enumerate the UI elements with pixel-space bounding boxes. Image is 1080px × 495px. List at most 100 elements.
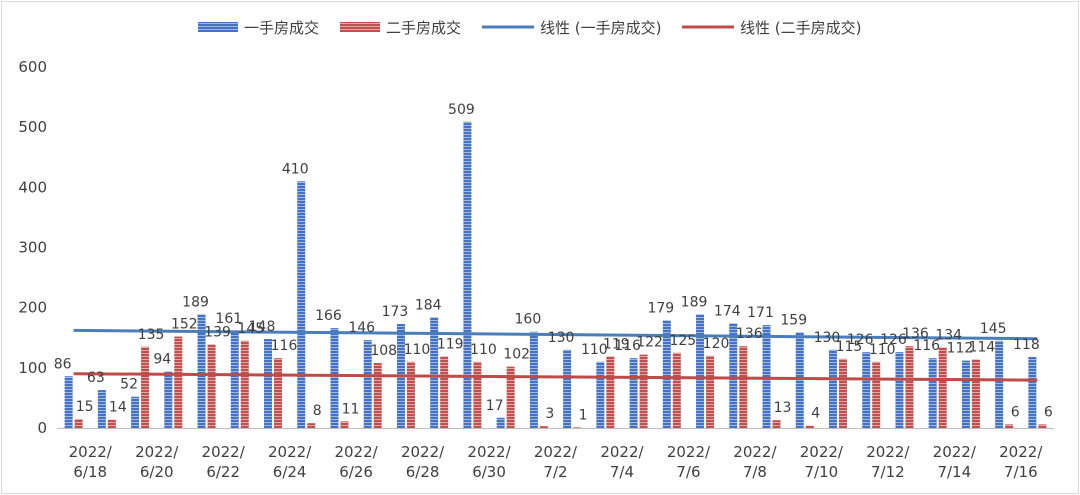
data-label: 112 <box>947 341 974 357</box>
trendlines <box>73 328 1038 382</box>
x-tick-label: 2022/ <box>600 443 644 461</box>
data-label: 116 <box>614 338 641 354</box>
trendline <box>73 372 1038 382</box>
data-label: 15 <box>76 399 94 415</box>
data-label: 130 <box>814 330 841 346</box>
data-label: 179 <box>647 300 674 316</box>
bar-second-hand <box>838 358 847 428</box>
bar-new-home <box>696 314 705 428</box>
bar-new-home <box>729 323 738 428</box>
y-tick-label: 300 <box>18 239 47 257</box>
x-tick-label: 2022/ <box>401 443 445 461</box>
bar-second-hand <box>1038 424 1047 428</box>
data-label: 135 <box>138 327 165 343</box>
x-tick-label: 2022/ <box>733 443 777 461</box>
data-label: 130 <box>548 330 575 346</box>
bar-second-hand <box>240 340 249 428</box>
x-tick-label: 2022/ <box>135 443 179 461</box>
data-label: 110 <box>470 342 497 358</box>
legend-swatch <box>198 22 238 32</box>
legend-swatch <box>340 22 380 32</box>
bar-new-home <box>230 331 239 428</box>
x-tick-label: 2022/ <box>866 443 910 461</box>
bar-second-hand <box>539 426 548 428</box>
bar-second-hand <box>639 354 648 428</box>
bar-new-home <box>629 358 638 428</box>
data-label: 134 <box>935 327 962 343</box>
bar-second-hand <box>905 346 914 428</box>
data-label: 145 <box>980 321 1007 337</box>
bar-new-home <box>463 121 472 429</box>
data-label: 110 <box>581 342 608 358</box>
bar-new-home <box>131 396 140 428</box>
data-label: 159 <box>780 312 807 328</box>
bar-new-home <box>330 328 339 428</box>
data-label: 114 <box>969 339 996 355</box>
data-label: 184 <box>415 297 442 313</box>
bar-second-hand <box>805 425 814 428</box>
legend-label: 二手房成交 <box>386 19 461 37</box>
x-tick-label: 7/10 <box>805 463 839 481</box>
x-axis: 2022/6/18 2022/6/20 2022/6/22 2022/6/24 2022… <box>69 443 1044 481</box>
data-label: 148 <box>249 319 276 335</box>
x-tick-label: 7/16 <box>1004 463 1038 481</box>
y-tick-label: 600 <box>18 58 47 76</box>
data-label: 116 <box>913 338 940 354</box>
bar-new-home <box>1028 357 1037 428</box>
bar-second-hand <box>506 366 515 428</box>
x-tick-label: 6/22 <box>206 463 240 481</box>
bar-new-home <box>795 332 804 428</box>
y-axis: 0 100 200 300 400 500 600 <box>18 58 47 437</box>
data-label: 410 <box>282 161 309 177</box>
bar-second-hand <box>971 359 980 428</box>
bar-new-home <box>862 352 871 428</box>
data-label: 174 <box>714 303 741 319</box>
x-tick-label: 2022/ <box>69 443 113 461</box>
data-label: 1 <box>579 407 588 423</box>
legend-label: 线性 (一手房成交) <box>540 19 661 37</box>
bar-new-home <box>563 349 572 428</box>
bar-second-hand <box>174 336 183 428</box>
data-label: 116 <box>271 338 298 354</box>
bar-second-hand <box>938 347 947 428</box>
data-label: 189 <box>182 294 209 310</box>
x-tick-label: 7/12 <box>871 463 905 481</box>
data-label: 3 <box>545 406 554 422</box>
bar-new-home <box>529 331 538 428</box>
bar-second-hand <box>573 427 582 428</box>
data-label: 108 <box>370 343 397 359</box>
data-label: 4 <box>811 406 820 422</box>
data-label: 119 <box>603 336 630 352</box>
data-label: 509 <box>448 102 475 118</box>
x-tick-label: 2022/ <box>268 443 312 461</box>
bar-second-hand <box>107 419 116 428</box>
data-label: 189 <box>681 294 708 310</box>
data-label: 110 <box>404 342 431 358</box>
bar-new-home <box>995 340 1004 428</box>
bar-new-home <box>64 376 73 428</box>
x-tick-label: 6/30 <box>472 463 506 481</box>
y-tick-label: 200 <box>18 299 47 317</box>
data-label: 173 <box>382 304 409 320</box>
x-tick-label: 6/18 <box>73 463 107 481</box>
data-label: 160 <box>515 312 542 328</box>
bar-new-home <box>828 349 837 428</box>
bar-new-home <box>164 371 173 428</box>
bar-second-hand <box>406 361 415 428</box>
bar-new-home <box>197 314 206 428</box>
x-tick-label: 7/4 <box>610 463 634 481</box>
bar-second-hand <box>141 346 150 428</box>
x-tick-label: 2022/ <box>334 443 378 461</box>
data-label: 14 <box>109 400 127 416</box>
data-label: 86 <box>54 356 72 372</box>
x-tick-label: 7/14 <box>937 463 971 481</box>
x-tick-label: 6/28 <box>406 463 440 481</box>
bar-new-home <box>264 338 273 428</box>
legend-label: 线性 (二手房成交) <box>740 19 861 37</box>
bar-second-hand <box>706 355 715 428</box>
data-label: 126 <box>880 332 907 348</box>
bar-second-hand <box>274 358 283 428</box>
bar-second-hand <box>739 346 748 428</box>
data-label: 102 <box>503 347 530 363</box>
